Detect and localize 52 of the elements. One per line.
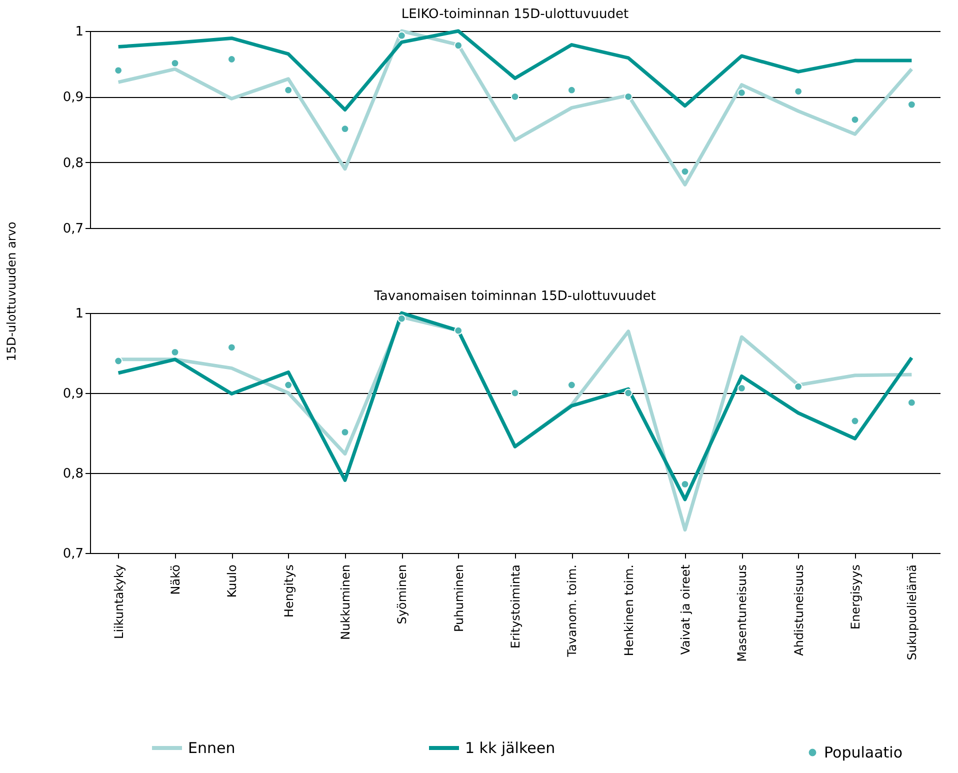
point: [907, 398, 916, 407]
point: [680, 167, 690, 176]
x-tick-label: Vaivat ja oireet: [678, 564, 692, 655]
point: [170, 348, 180, 356]
y-tick-label: 0,7: [62, 222, 84, 236]
point: [850, 416, 860, 426]
point: [284, 86, 293, 94]
point: [397, 31, 406, 40]
point: [907, 100, 916, 109]
point: [737, 88, 746, 97]
point: [680, 480, 690, 488]
x-tick-label: Kuulo: [225, 564, 240, 598]
y-tick-label: 0,9: [62, 90, 84, 106]
point: [510, 388, 520, 398]
point: [567, 380, 576, 390]
x-tick-label: Nukkuminen: [338, 564, 352, 640]
x-tick-label: Masentuneisuus: [735, 564, 750, 662]
x-tick-label: Eritystoiminta: [508, 564, 522, 648]
x-tick-label: Puhuminen: [452, 564, 466, 632]
point: [624, 388, 633, 398]
y-tick-label: 0,7: [62, 546, 84, 562]
x-tick-label: Sukupuolielämä: [905, 564, 920, 660]
point: [794, 382, 803, 391]
x-tick-label: Hengitys: [282, 564, 296, 618]
line-series: [116, 29, 914, 112]
point: [284, 380, 293, 390]
y-tick-label: 0,8: [62, 466, 84, 482]
x-tick-label: Näkö: [168, 564, 182, 595]
point: [737, 384, 746, 392]
line-series: [116, 311, 914, 502]
legend-label: Populaatio: [824, 744, 902, 762]
point: [397, 314, 406, 323]
x-tick-label: Tavanom. toim.: [565, 564, 580, 658]
y-tick-label: 1: [75, 306, 84, 322]
x-tick-label: Henkinen toim.: [622, 564, 636, 656]
point: [114, 356, 123, 366]
y-tick-label: 1: [75, 24, 84, 40]
y-tick-label: 0,8: [62, 156, 84, 171]
line-series: [116, 29, 914, 186]
legend-label: Ennen: [188, 739, 236, 757]
point: [454, 41, 463, 50]
x-tick-label: Syöminen: [395, 564, 410, 624]
legend-label: 1 kk jälkeen: [465, 739, 556, 757]
x-tick-label: Energisyys: [848, 564, 862, 630]
chart-title: Tavanomaisen toiminnan 15D-ulottuvuudet: [373, 289, 656, 304]
y-axis-title: 15D-ulottuvuuden arvo: [4, 222, 18, 362]
y-tick-label: 0,9: [62, 386, 84, 402]
point: [567, 86, 576, 94]
chart-title: LEIKO-toiminnan 15D-ulottuvuudet: [401, 7, 629, 22]
point: [340, 428, 350, 436]
x-tick-label: Liikuntakyky: [112, 564, 126, 639]
x-tick-label: Ahdistuneisuus: [792, 564, 806, 656]
